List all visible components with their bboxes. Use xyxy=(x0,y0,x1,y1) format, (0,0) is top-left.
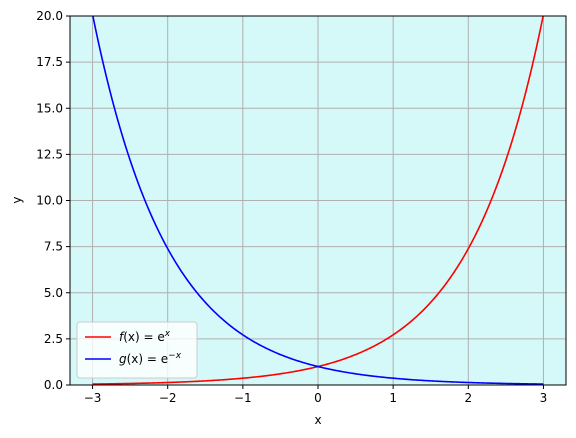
legend: f(x) = ex g(x) = e−x xyxy=(76,321,198,379)
legend-label-f: f(x) = ex xyxy=(119,329,171,344)
y-tick-label: 20.0 xyxy=(36,9,63,23)
y-tick-label: 0.0 xyxy=(44,378,63,392)
ticks: −3 −2 −1 0 1 2 3 0.0 2.5 5.0 7.5 10.0 12.5 15.0 17.5 20… xyxy=(36,9,547,405)
y-tick-label: 10.0 xyxy=(36,194,63,208)
y-tick-label: 15.0 xyxy=(36,101,63,115)
series-layer xyxy=(92,16,544,385)
x-tick-label: 0 xyxy=(314,391,322,405)
y-tick-label: 7.5 xyxy=(44,240,63,254)
x-tick-label: −1 xyxy=(234,391,252,405)
x-tick-label: 1 xyxy=(389,391,397,405)
legend-label-g: g(x) = e−x xyxy=(119,351,182,366)
x-axis-label: x xyxy=(314,413,321,427)
series-line-g xyxy=(92,16,544,385)
legend-box xyxy=(76,321,198,379)
y-axis-label: y xyxy=(10,196,24,203)
y-tick-label: 5.0 xyxy=(44,286,63,300)
x-tick-label: −3 xyxy=(84,391,102,405)
y-tick-label: 12.5 xyxy=(36,147,63,161)
x-tick-label: −2 xyxy=(159,391,177,405)
x-tick-label: 2 xyxy=(464,391,472,405)
x-tick-label: 3 xyxy=(540,391,548,405)
y-tick-label: 2.5 xyxy=(44,332,63,346)
y-tick-label: 17.5 xyxy=(36,55,63,69)
